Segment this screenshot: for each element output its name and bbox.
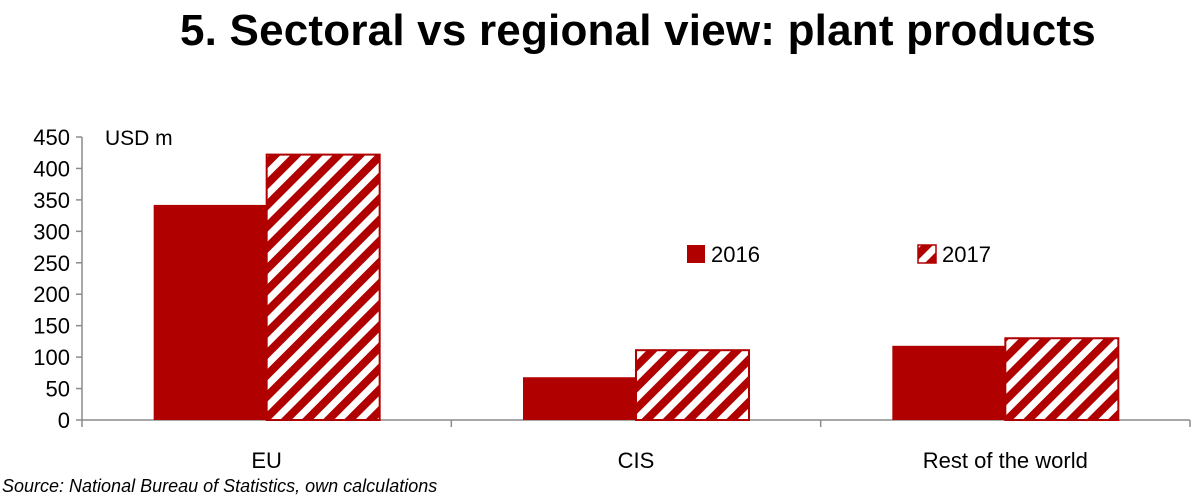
y-tick-label: 200 xyxy=(33,282,70,307)
legend-label-2017: 2017 xyxy=(942,242,991,267)
y-tick-label: 0 xyxy=(58,408,70,433)
y-tick-label: 100 xyxy=(33,345,70,370)
category-label: EU xyxy=(251,448,282,473)
legend: 2016 2017 xyxy=(687,242,991,267)
legend-label-2016: 2016 xyxy=(711,242,760,267)
legend-swatch-2017 xyxy=(917,244,937,264)
category-label: CIS xyxy=(618,448,655,473)
bar-2017-rest-of-the-world xyxy=(1004,337,1120,421)
legend-swatch-2016 xyxy=(687,245,705,263)
bar-2016-cis xyxy=(523,377,636,420)
y-tick-label: 150 xyxy=(33,314,70,339)
bar-2016-eu xyxy=(153,204,267,420)
y-tick-label: 450 xyxy=(33,125,70,150)
y-axis-label: USD m xyxy=(105,127,173,150)
bar-2016-rest-of-the-world xyxy=(892,345,1006,420)
y-tick-label: 350 xyxy=(33,188,70,213)
y-tick-label: 250 xyxy=(33,251,70,276)
y-tick-label: 300 xyxy=(33,219,70,244)
y-tick-label: 400 xyxy=(33,156,70,181)
category-label: Rest of the world xyxy=(923,448,1088,473)
source-note: Source: National Bureau of Statistics, o… xyxy=(2,476,438,496)
y-tick-label: 50 xyxy=(46,377,70,402)
bar-2017-eu xyxy=(265,153,381,421)
page-title: 5. Sectoral vs regional view: plant prod… xyxy=(180,6,1096,55)
bar-2017-cis xyxy=(635,349,750,421)
